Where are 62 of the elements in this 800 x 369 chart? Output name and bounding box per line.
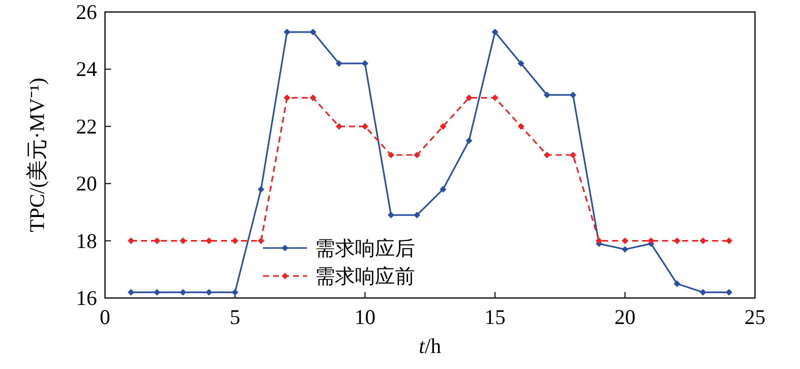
legend-label: 需求响应前 [315, 266, 415, 288]
x-tick-label: 25 [744, 305, 766, 329]
point [414, 212, 420, 218]
point [544, 152, 550, 158]
point [440, 123, 446, 130]
x-tick-label: 20 [614, 305, 636, 329]
point [414, 152, 420, 158]
point [128, 238, 134, 244]
y-tick-label: 26 [76, 0, 97, 24]
point [440, 186, 446, 193]
y-tick-label: 24 [76, 57, 98, 82]
x-axis-title: t/h [418, 334, 442, 358]
point [674, 280, 680, 287]
point [336, 60, 342, 67]
point [726, 238, 732, 244]
legend-label: 需求响应后 [315, 238, 415, 260]
point [258, 238, 264, 244]
point [726, 288, 732, 296]
point [362, 123, 368, 130]
y-tick-label: 16 [76, 286, 97, 310]
point [180, 288, 186, 296]
point [388, 152, 394, 158]
point [492, 28, 498, 36]
point [258, 186, 264, 193]
point [310, 28, 316, 36]
point [206, 238, 212, 244]
point [596, 238, 602, 244]
x-tick-label: 5 [230, 305, 240, 329]
x-tick-label: 10 [354, 305, 376, 329]
point [466, 94, 472, 102]
point [232, 238, 238, 244]
point [622, 246, 628, 253]
point [388, 212, 394, 218]
point [206, 288, 212, 296]
point [544, 92, 550, 98]
point [466, 137, 472, 144]
y-axis-title: TPC/(美元·MV⁻¹) [25, 78, 49, 232]
y-tick-label: 22 [76, 114, 97, 138]
point [492, 94, 498, 102]
point [362, 60, 368, 67]
point [180, 238, 186, 244]
point [674, 238, 680, 244]
x-tick-label: 15 [484, 305, 506, 329]
point [518, 60, 524, 67]
point [700, 288, 706, 296]
y-tick-label: 18 [76, 228, 97, 253]
y-tick-label: 20 [76, 172, 97, 196]
point [700, 238, 706, 244]
point [284, 28, 290, 36]
point [336, 123, 342, 130]
point [570, 152, 576, 158]
point [310, 94, 316, 102]
point [232, 288, 238, 296]
point [154, 238, 160, 244]
point [518, 123, 524, 130]
point [128, 288, 134, 296]
point [648, 238, 654, 244]
point [570, 92, 576, 98]
point [622, 238, 628, 244]
point [284, 94, 290, 102]
x-tick-label: 0 [100, 305, 110, 329]
point [154, 288, 160, 296]
